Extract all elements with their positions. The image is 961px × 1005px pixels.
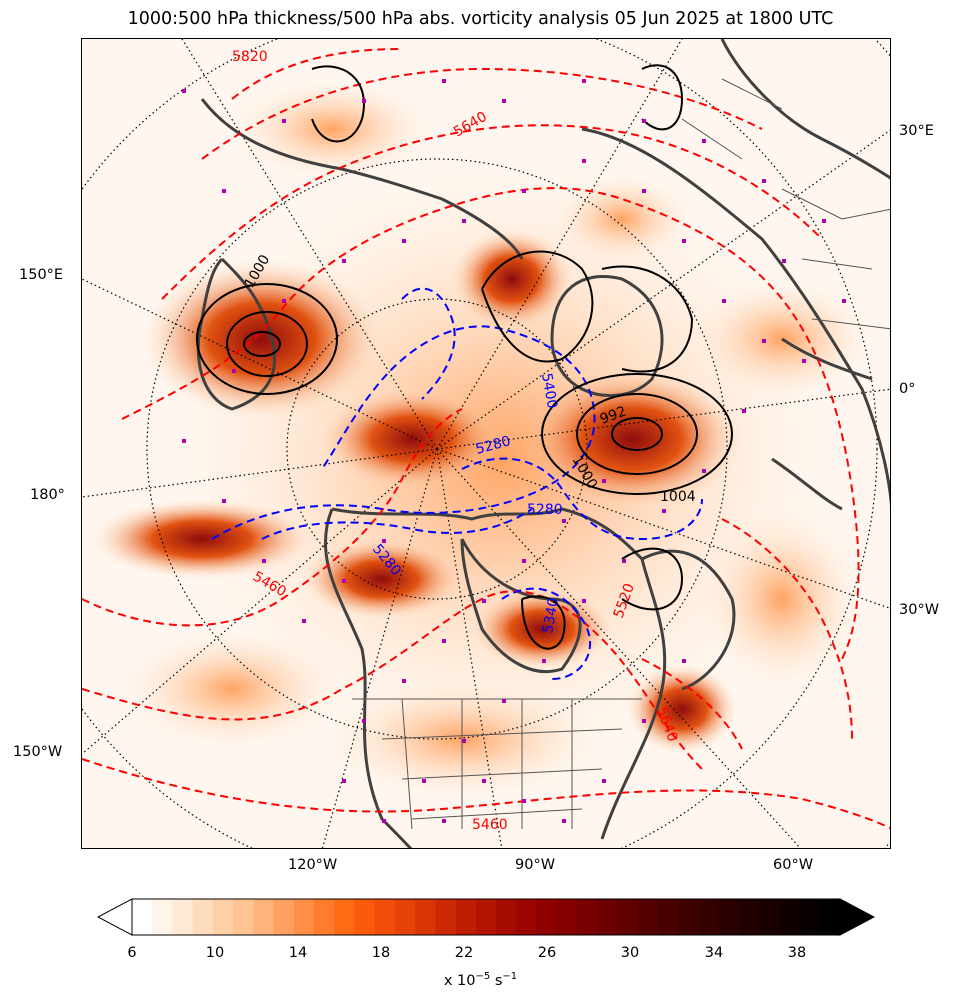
- colorbar-cell: [799, 899, 821, 935]
- station-markers: [182, 79, 846, 823]
- longitude-label-180: 180°: [30, 487, 65, 503]
- colorbar-cell: [334, 899, 356, 935]
- colorbar-svg: [96, 898, 876, 936]
- colorbar-cell: [536, 899, 558, 935]
- longitude-label-150w: 150°W: [13, 744, 63, 760]
- colorbar-tick-label: 30: [620, 945, 640, 961]
- longitude-label-90w: 90°W: [515, 857, 556, 873]
- colorbar-units-label: x 10−5 s−1: [443, 971, 518, 989]
- colorbar-cell: [152, 899, 174, 935]
- longitude-label-30e: 30°E: [899, 123, 934, 139]
- map-title: 1000:500 hPa thickness/500 hPa abs. vort…: [127, 9, 834, 29]
- colorbar-tick-label: 18: [371, 945, 391, 961]
- thickness-label: 5280: [527, 502, 563, 518]
- thickness-contours-cold: [211, 287, 703, 680]
- colorbar-cell: [475, 899, 497, 935]
- colorbar-extend-max: [839, 898, 876, 936]
- colorbar-cell: [273, 899, 295, 935]
- thickness-label: 5400: [538, 372, 560, 410]
- colorbar-cell: [233, 899, 254, 935]
- colorbar-cell: [819, 899, 841, 935]
- longitude-label-120w: 120°W: [288, 857, 338, 873]
- colorbar-cell: [678, 899, 699, 935]
- colorbar-cell: [738, 899, 760, 935]
- colorbar: [96, 897, 876, 937]
- colorbar-cell: [293, 899, 315, 935]
- colorbar-tick-label: 10: [205, 945, 225, 961]
- colorbar-extend-min: [96, 898, 133, 936]
- thickness-label: 5340: [540, 597, 562, 635]
- colorbar-cell: [597, 899, 619, 935]
- colorbar-cell: [354, 899, 376, 935]
- colorbar-tick-label: 14: [288, 945, 308, 961]
- colorbar-cell: [192, 899, 214, 935]
- thickness-label: 5460: [472, 817, 508, 833]
- colorbar-cell: [253, 899, 275, 935]
- map-panel[interactable]: 5820 5640 5460 5520 5640 5460 5280 5280 …: [81, 38, 891, 849]
- colorbar-tick-label: 38: [787, 945, 807, 961]
- colorbar-cell: [759, 899, 780, 935]
- colorbar-cell: [637, 899, 659, 935]
- colorbar-cell: [374, 899, 396, 935]
- colorbar-cell: [455, 899, 477, 935]
- colorbar-cell: [496, 899, 517, 935]
- longitude-label-30w: 30°W: [899, 602, 940, 618]
- thickness-label: 5820: [232, 49, 268, 65]
- colorbar-tick-label: 6: [127, 945, 137, 961]
- colorbar-cell: [172, 899, 194, 935]
- colorbar-cell: [435, 899, 457, 935]
- longitude-label-150e: 150°E: [19, 267, 64, 283]
- colorbar-tick-label: 22: [454, 945, 474, 961]
- longitude-label-60w: 60°W: [773, 857, 814, 873]
- colorbar-cell: [314, 899, 335, 935]
- colorbar-cell: [212, 899, 234, 935]
- colorbar-cell: [779, 899, 801, 935]
- colorbar-tick-label: 26: [537, 945, 557, 961]
- colorbar-tick-label: 34: [704, 945, 724, 961]
- pressure-label: 1004: [660, 489, 696, 505]
- colorbar-cell: [415, 899, 437, 935]
- colorbar-cell: [516, 899, 538, 935]
- colorbar-cell: [617, 899, 639, 935]
- map-canvas[interactable]: 5820 5640 5460 5520 5640 5460 5280 5280 …: [82, 39, 891, 849]
- longitude-label-0: 0°: [899, 381, 916, 397]
- colorbar-outline: [131, 898, 841, 936]
- country-borders: [352, 78, 890, 830]
- colorbar-cell: [657, 899, 679, 935]
- colorbar-cell: [718, 899, 740, 935]
- colorbar-cell: [698, 899, 720, 935]
- coastlines: [196, 39, 890, 848]
- colorbar-cell: [394, 899, 416, 935]
- colorbar-cell: [556, 899, 578, 935]
- mslp-contours: [196, 64, 733, 650]
- colorbar-cell: [132, 899, 153, 935]
- colorbar-cell: [577, 899, 598, 935]
